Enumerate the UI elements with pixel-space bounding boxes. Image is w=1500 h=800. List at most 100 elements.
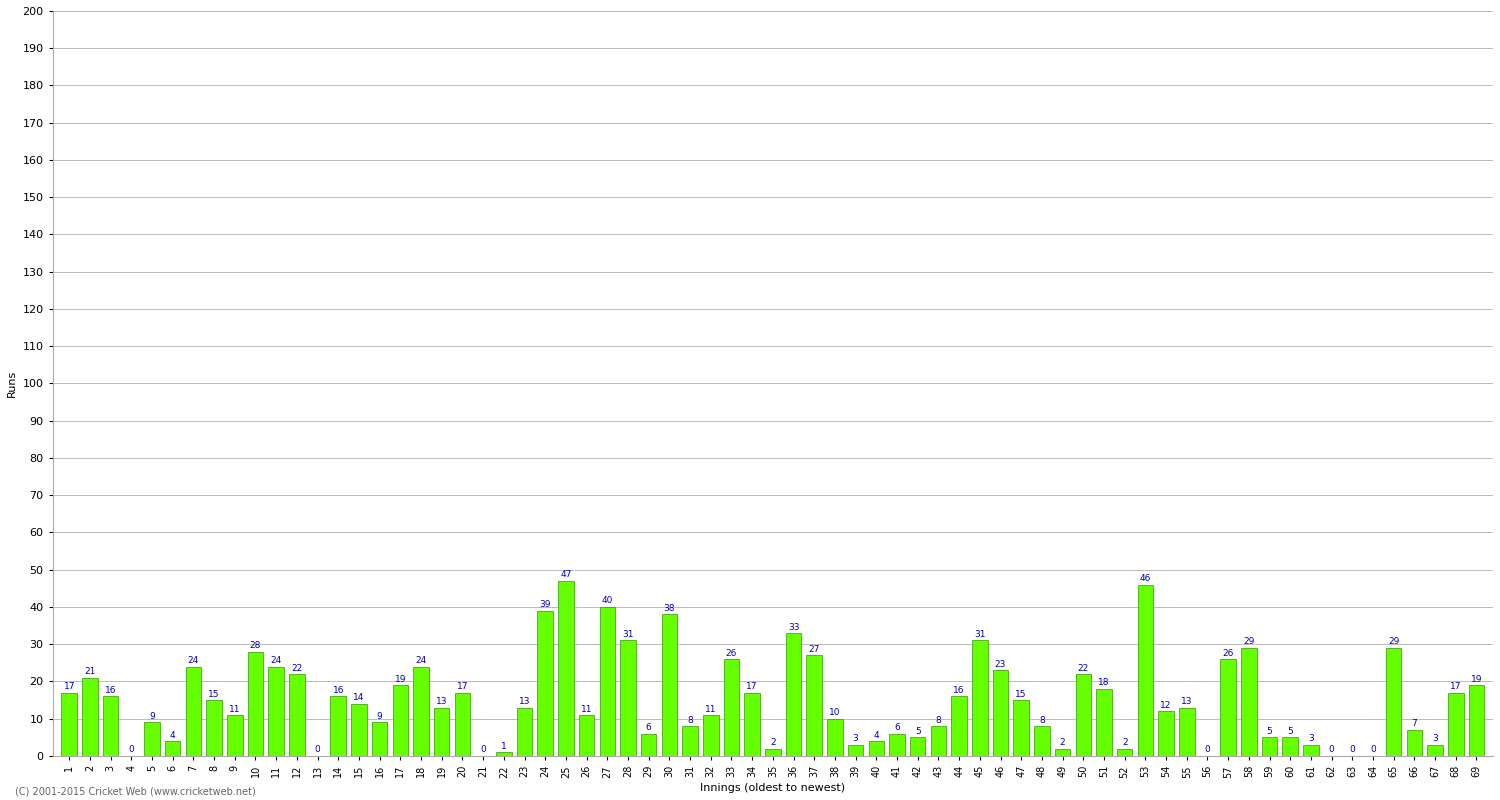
Bar [910,738,926,756]
Text: 0: 0 [480,746,486,754]
Text: 16: 16 [954,686,964,695]
Bar [972,641,987,756]
Bar [1179,707,1194,756]
Text: 22: 22 [1077,663,1089,673]
Bar [1282,738,1298,756]
Bar [744,693,760,756]
Text: 13: 13 [436,697,447,706]
Text: 29: 29 [1388,638,1400,646]
Bar [558,581,573,756]
Text: 13: 13 [519,697,531,706]
Text: 0: 0 [1204,746,1210,754]
Bar [662,614,676,756]
Bar [579,715,594,756]
Bar [433,707,450,756]
Bar [104,696,118,756]
Text: 6: 6 [646,723,651,732]
Bar [1137,585,1154,756]
Text: 27: 27 [808,645,820,654]
Bar [1034,726,1050,756]
Bar [1054,749,1071,756]
Text: 19: 19 [394,674,406,684]
X-axis label: Innings (oldest to newest): Innings (oldest to newest) [700,783,846,793]
Bar [1158,711,1174,756]
Text: 3: 3 [853,734,858,743]
Bar [993,670,1008,756]
Text: 2: 2 [770,738,776,747]
Text: 7: 7 [1412,719,1418,729]
Text: 6: 6 [894,723,900,732]
Bar [682,726,698,756]
Text: 0: 0 [1350,746,1354,754]
Bar [393,685,408,756]
Text: 22: 22 [291,663,303,673]
Bar [807,655,822,756]
Bar [1014,700,1029,756]
Text: 17: 17 [63,682,75,691]
Text: 24: 24 [270,656,282,665]
Text: 12: 12 [1161,701,1172,710]
Bar [248,652,262,756]
Bar [516,707,532,756]
Text: 23: 23 [994,660,1006,669]
Text: 1: 1 [501,742,507,750]
Bar [600,607,615,756]
Bar [62,693,76,756]
Text: 0: 0 [315,746,321,754]
Text: 11: 11 [230,705,240,714]
Text: 40: 40 [602,597,613,606]
Bar [704,715,718,756]
Bar [1096,689,1112,756]
Text: 8: 8 [936,716,942,725]
Text: 46: 46 [1140,574,1150,583]
Text: 4: 4 [873,730,879,739]
Text: 28: 28 [251,641,261,650]
Text: 15: 15 [209,690,220,698]
Text: 8: 8 [687,716,693,725]
Bar [351,704,366,756]
Text: 17: 17 [747,682,758,691]
Bar [847,745,864,756]
Bar [268,666,284,756]
Bar [186,666,201,756]
Bar [226,715,243,756]
Text: 31: 31 [622,630,633,639]
Text: 2: 2 [1122,738,1128,747]
Text: 0: 0 [1329,746,1335,754]
Bar [1076,674,1090,756]
Text: 13: 13 [1180,697,1192,706]
Text: 2: 2 [1060,738,1065,747]
Text: 31: 31 [974,630,986,639]
Text: 39: 39 [540,600,550,610]
Text: 11: 11 [705,705,717,714]
Bar [207,700,222,756]
Bar [786,633,801,756]
Bar [1118,749,1132,756]
Bar [1221,659,1236,756]
Text: 47: 47 [560,570,572,579]
Text: 17: 17 [456,682,468,691]
Text: 15: 15 [1016,690,1028,698]
Text: 3: 3 [1432,734,1438,743]
Bar [496,752,512,756]
Text: 29: 29 [1244,638,1254,646]
Bar [537,610,554,756]
Bar [144,722,160,756]
Bar [1407,730,1422,756]
Text: 0: 0 [129,746,134,754]
Text: 24: 24 [188,656,200,665]
Text: 18: 18 [1098,678,1110,687]
Bar [827,718,843,756]
Bar [372,722,387,756]
Bar [868,741,883,756]
Text: 11: 11 [580,705,592,714]
Bar [890,734,904,756]
Bar [640,734,657,756]
Text: 4: 4 [170,730,176,739]
Text: 17: 17 [1450,682,1461,691]
Bar [1262,738,1278,756]
Bar [454,693,470,756]
Text: 9: 9 [376,712,382,721]
Text: 21: 21 [84,667,96,676]
Bar [165,741,180,756]
